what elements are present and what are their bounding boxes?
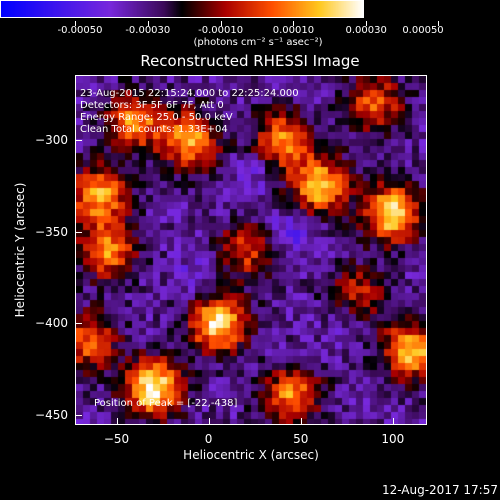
annotation-detectors: Detectors: 3F 5F 6F 7F, Att 0	[80, 100, 224, 111]
y-tick-label: −350	[35, 224, 68, 239]
plot-title: Reconstructed RHESSI Image	[140, 52, 360, 70]
x-tick-label: −50	[103, 432, 130, 446]
colorbar-tick-label: 0.00050	[402, 25, 444, 36]
colorbar-tick	[438, 21, 439, 26]
y-tick-label: −450	[35, 407, 68, 422]
annotation-peak-position: Position of Peak = [-22,-438]	[94, 398, 238, 409]
colorbar-tick-label: 0.00030	[345, 25, 387, 36]
x-axis-title: Heliocentric X (arcsec)	[183, 448, 319, 462]
footer-timestamp: 12-Aug-2017 17:57	[381, 483, 498, 497]
colorbar	[0, 0, 364, 18]
annotation-time-range: 23-Aug-2015 22:15:24.000 to 22:25:24.000	[80, 88, 299, 99]
x-axis-tick	[300, 418, 302, 424]
colorbar-gradient	[1, 1, 363, 17]
colorbar-tick-label: 0.00010	[272, 25, 315, 36]
colorbar-tick	[293, 21, 295, 26]
colorbar-tick-label: -0.00010	[198, 25, 244, 36]
x-axis-tick	[392, 418, 394, 424]
plot-area: 23-Aug-2015 22:15:24.000 to 22:25:24.000…	[75, 75, 427, 425]
x-tick-label: 0	[204, 432, 213, 446]
y-axis-tick	[76, 231, 82, 233]
heatmap-image	[76, 76, 426, 424]
y-axis-tick	[76, 323, 82, 325]
colorbar-tick	[147, 21, 149, 26]
y-axis-tick	[76, 140, 82, 142]
y-axis-tick	[76, 414, 82, 416]
colorbar-units: (photons cm⁻² s⁻¹ asec⁻²)	[193, 37, 323, 48]
y-axis-title: Heliocentric Y (arcsec)	[13, 182, 27, 318]
colorbar-tick	[366, 21, 368, 26]
colorbar-tick-label: -0.00030	[125, 25, 171, 36]
colorbar-tick-label: -0.00050	[57, 25, 103, 36]
x-axis-tick	[116, 418, 118, 424]
annotation-energy-range: Energy Range: 25.0 - 50.0 keV	[80, 112, 233, 123]
colorbar-tick	[220, 21, 222, 26]
x-tick-label: 50	[293, 432, 309, 446]
y-tick-label: −400	[35, 316, 68, 331]
colorbar-tick	[75, 21, 76, 26]
x-tick-label: 100	[381, 432, 405, 446]
y-tick-label: −300	[35, 133, 68, 148]
annotation-clean-counts: Clean Total counts: 1.33E+04	[80, 124, 228, 135]
x-axis-tick	[208, 418, 210, 424]
